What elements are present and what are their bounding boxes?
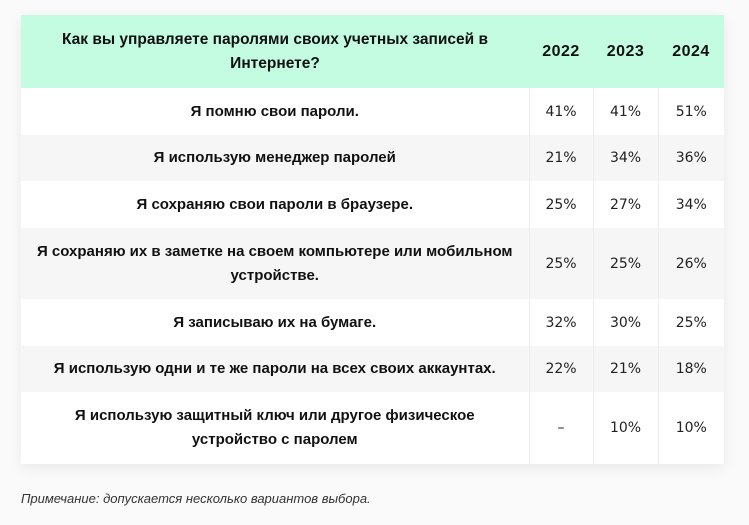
table-row: Я сохраняю их в заметке на своем компьют…: [21, 228, 724, 299]
value-cell-2022: 32%: [528, 299, 593, 346]
value-cell-2023: 30%: [592, 299, 658, 346]
password-management-table: Как вы управляете паролями своих учетных…: [21, 15, 724, 464]
value-cell-2023: 27%: [592, 181, 658, 228]
value-cell-2024: 34%: [657, 181, 724, 228]
footnote: Примечание: допускается несколько вариан…: [21, 491, 371, 506]
value-cell-2024: 25%: [657, 299, 724, 346]
table-row: Я использую одни и те же пароли на всех …: [21, 346, 724, 392]
value-cell-2024: 18%: [657, 346, 724, 392]
value-cell-2024: 10%: [657, 392, 724, 464]
value-cell-2023: 34%: [592, 135, 658, 181]
row-label: Я использую менеджер паролей: [21, 135, 529, 181]
table-row: Я записываю их на бумаге. 32% 30% 25%: [21, 299, 724, 346]
row-label: Я помню свои пароли.: [21, 88, 529, 135]
value-cell-2022: 25%: [528, 181, 593, 228]
table-row: Я помню свои пароли. 41% 41% 51%: [21, 88, 724, 135]
value-cell-2023: 10%: [592, 392, 658, 464]
value-cell-2022: –: [528, 392, 593, 464]
row-label: Я использую одни и те же пароли на всех …: [21, 346, 529, 392]
value-cell-2023: 21%: [592, 346, 658, 392]
year-header-2022: 2022: [529, 15, 593, 88]
year-header-2024: 2024: [658, 15, 724, 88]
table-header-row: Как вы управляете паролями своих учетных…: [21, 15, 724, 88]
value-cell-2022: 22%: [528, 346, 593, 392]
row-label: Я использую защитный ключ или другое физ…: [21, 392, 529, 464]
table-row: Я сохраняю свои пароли в браузере. 25% 27%…: [21, 181, 724, 228]
row-label: Я записываю их на бумаге.: [21, 299, 529, 346]
row-label: Я сохраняю свои пароли в браузере.: [21, 181, 529, 228]
table-row: Я использую менеджер паролей 21% 34% 36%: [21, 135, 724, 181]
question-header: Как вы управляете паролями своих учетных…: [21, 15, 529, 88]
value-cell-2022: 21%: [528, 135, 593, 181]
table-row: Я использую защитный ключ или другое физ…: [21, 392, 724, 464]
year-header-2023: 2023: [593, 15, 658, 88]
value-cell-2022: 25%: [528, 228, 593, 299]
value-cell-2024: 26%: [657, 228, 724, 299]
value-cell-2023: 25%: [592, 228, 658, 299]
value-cell-2024: 36%: [657, 135, 724, 181]
value-cell-2022: 41%: [528, 88, 593, 135]
row-label: Я сохраняю их в заметке на своем компьют…: [21, 228, 529, 299]
value-cell-2023: 41%: [592, 88, 658, 135]
value-cell-2024: 51%: [657, 88, 724, 135]
